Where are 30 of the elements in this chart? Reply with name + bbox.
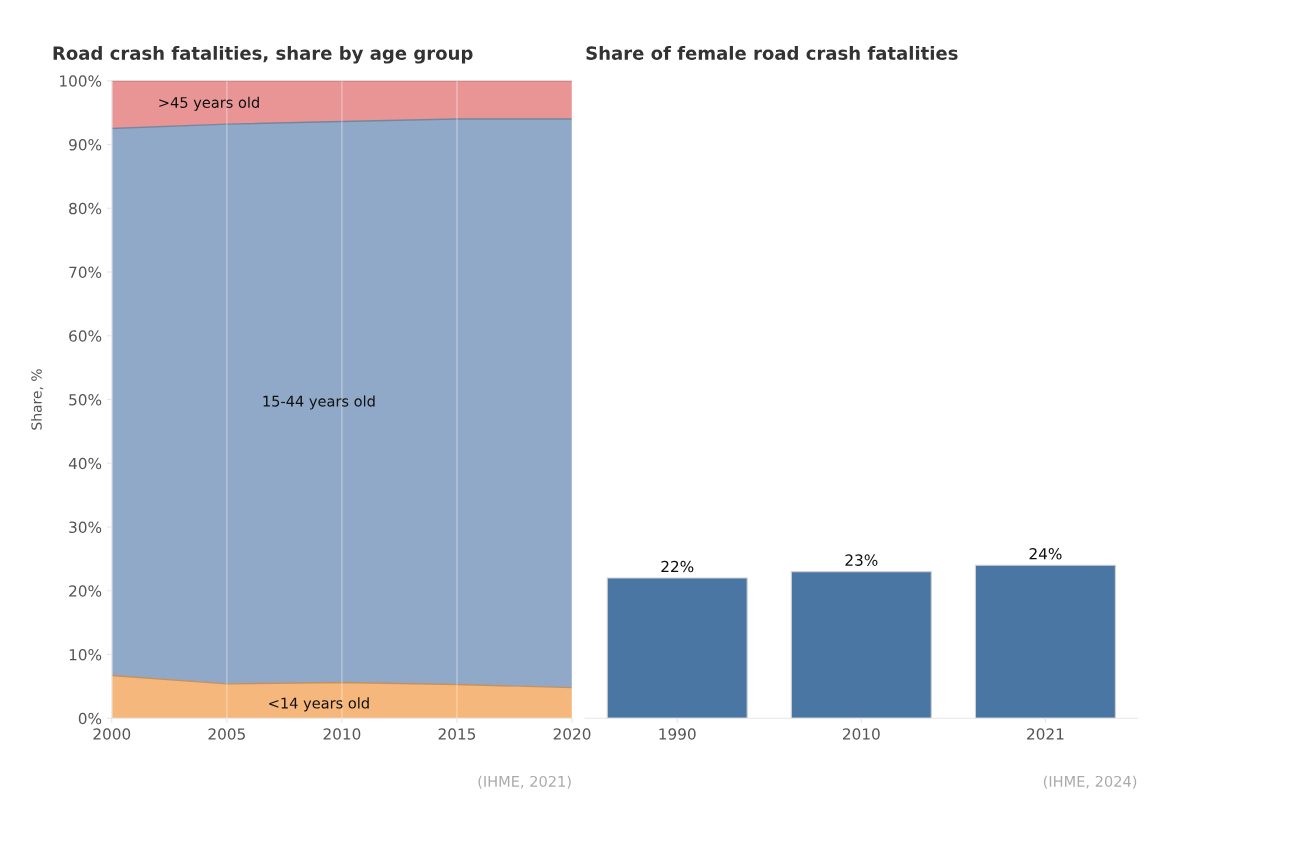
y-tick-label: 20%	[69, 585, 102, 597]
y-tick-label: 70%	[69, 266, 102, 279]
x-tick-label: 2010	[323, 728, 361, 740]
x-tick-label: 2021	[1027, 728, 1064, 740]
series-label: >45 years old	[159, 96, 259, 111]
data-label: 23%	[845, 554, 878, 566]
x-tick-label: 2000	[93, 728, 131, 740]
text: (IHME, 2021)	[478, 775, 571, 789]
y-axis-title: Share, %	[31, 369, 44, 430]
y-tick-label: 50%	[69, 393, 102, 406]
x-tick-label: 2015	[438, 728, 476, 740]
series-label: 15-44 years old	[263, 395, 375, 410]
x-tick-label: 2010	[843, 728, 880, 740]
data-label: 22%	[661, 560, 694, 573]
x-tick-label: 1990	[659, 728, 696, 740]
y-tick-label: 80%	[69, 202, 102, 215]
y-tick-label: 0%	[78, 712, 102, 725]
chart-title: Share of female road crash fatalities	[586, 45, 958, 60]
y-tick-label: 10%	[69, 648, 102, 661]
y-tick-label: 30%	[69, 521, 102, 534]
x-tick-label: 2020	[553, 728, 591, 740]
text: (IHME, 2024)	[1043, 775, 1137, 789]
y-tick-label: 60%	[69, 330, 102, 342]
y-tick-label: 90%	[69, 138, 102, 151]
y-tick-label: 40%	[68, 457, 102, 470]
data-label: 24%	[1029, 547, 1062, 560]
y-tick-label: 100%	[60, 75, 102, 87]
x-tick-label: 2005	[208, 728, 245, 740]
chart-title: Road crash fatalities, share by age group	[53, 45, 473, 64]
series-label: <14 years old	[269, 697, 369, 712]
